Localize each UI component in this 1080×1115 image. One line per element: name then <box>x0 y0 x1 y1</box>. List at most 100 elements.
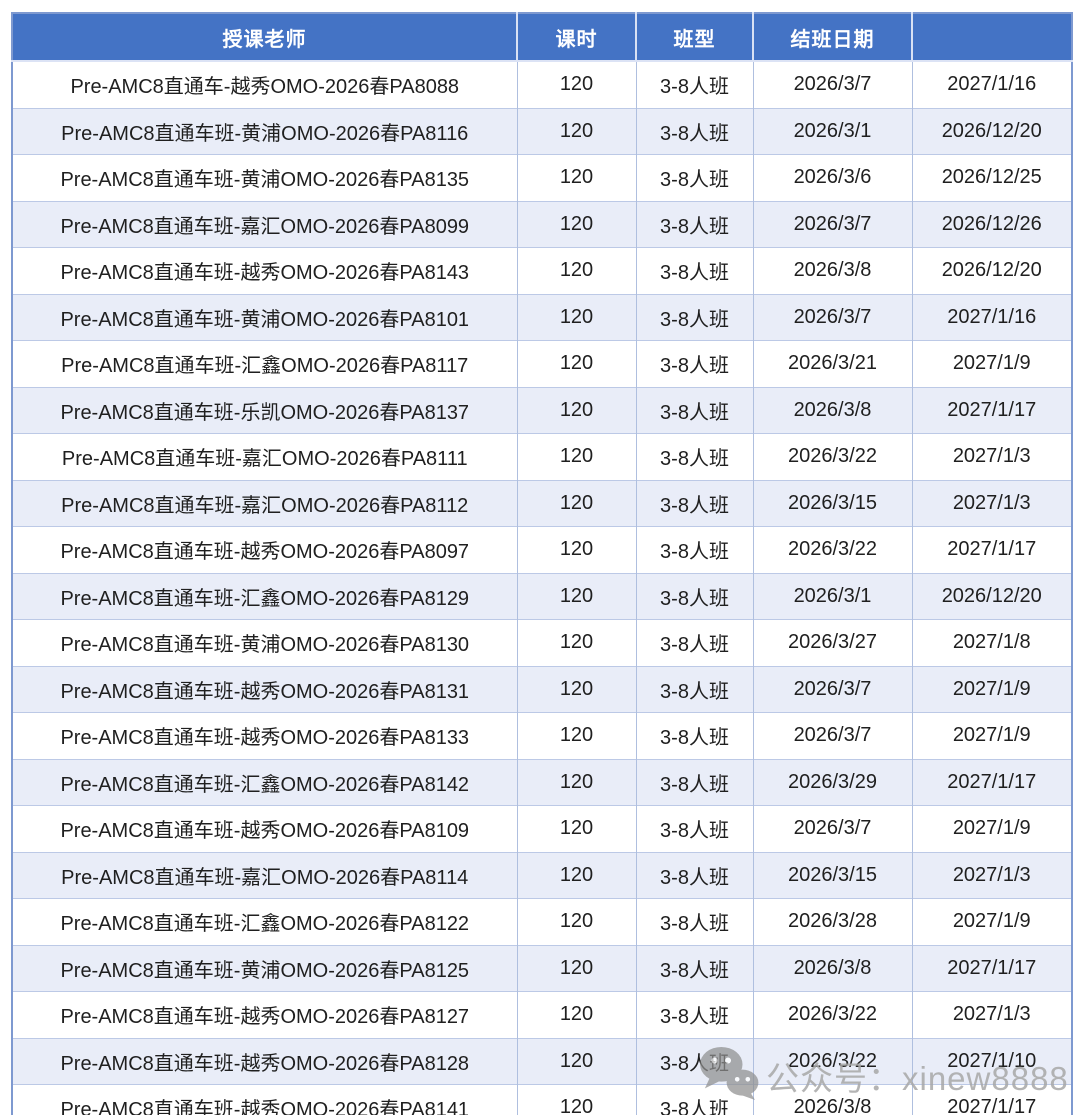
cell-date-1: 2026/3/7 <box>752 712 912 759</box>
table-row: Pre-AMC8直通车班-越秀OMO-2026春PA8131 120 3-8人班… <box>12 665 1072 713</box>
cell-hours: 120 <box>516 479 636 527</box>
cell-class-type: 3-8人班 <box>635 991 753 1038</box>
cell-class-name: Pre-AMC8直通车班-汇鑫OMO-2026春PA8129 <box>12 572 517 620</box>
cell-date-2: 2027/1/16 <box>911 293 1072 341</box>
cell-class-type: 3-8人班 <box>635 293 753 341</box>
cell-class-type: 3-8人班 <box>635 572 753 620</box>
table-row: Pre-AMC8直通车班-黄浦OMO-2026春PA8116 120 3-8人班… <box>12 107 1072 155</box>
cell-date-1: 2026/3/1 <box>752 572 912 620</box>
cell-hours: 120 <box>516 1084 636 1115</box>
cell-class-name: Pre-AMC8直通车班-嘉汇OMO-2026春PA8099 <box>12 200 517 248</box>
cell-class-type: 3-8人班 <box>635 805 753 852</box>
cell-date-2: 2027/1/9 <box>911 340 1072 387</box>
cell-class-name: Pre-AMC8直通车班-越秀OMO-2026春PA8143 <box>12 247 517 294</box>
cell-class-type: 3-8人班 <box>635 1037 753 1085</box>
cell-class-type: 3-8人班 <box>635 712 753 759</box>
cell-hours: 120 <box>516 898 636 945</box>
cell-hours: 120 <box>516 805 636 852</box>
cell-class-type: 3-8人班 <box>635 1084 753 1115</box>
cell-date-1: 2026/3/22 <box>752 526 912 573</box>
cell-class-type: 3-8人班 <box>635 247 753 294</box>
cell-date-2: 2027/1/3 <box>911 479 1072 527</box>
cell-date-1: 2026/3/29 <box>752 758 912 806</box>
cell-hours: 120 <box>516 572 636 620</box>
cell-date-2: 2027/1/17 <box>911 1084 1072 1115</box>
cell-hours: 120 <box>516 619 636 666</box>
table-row: Pre-AMC8直通车班-黄浦OMO-2026春PA8101 120 3-8人班… <box>12 293 1072 341</box>
cell-class-name: Pre-AMC8直通车班-汇鑫OMO-2026春PA8142 <box>12 758 517 806</box>
table-row: Pre-AMC8直通车班-黄浦OMO-2026春PA8130 120 3-8人班… <box>12 619 1072 666</box>
cell-hours: 120 <box>516 154 636 201</box>
table-row: Pre-AMC8直通车班-汇鑫OMO-2026春PA8122 120 3-8人班… <box>12 898 1072 945</box>
cell-hours: 120 <box>516 851 636 899</box>
cell-class-type: 3-8人班 <box>635 433 753 480</box>
cell-class-type: 3-8人班 <box>635 340 753 387</box>
cell-hours: 120 <box>516 665 636 713</box>
table-row: Pre-AMC8直通车班-黄浦OMO-2026春PA8125 120 3-8人班… <box>12 944 1072 992</box>
cell-class-type: 3-8人班 <box>635 107 753 155</box>
cell-class-name: Pre-AMC8直通车班-乐凯OMO-2026春PA8137 <box>12 386 517 434</box>
table-row: Pre-AMC8直通车班-越秀OMO-2026春PA8143 120 3-8人班… <box>12 247 1072 294</box>
cell-date-1: 2026/3/22 <box>752 991 912 1038</box>
cell-class-name: Pre-AMC8直通车班-黄浦OMO-2026春PA8135 <box>12 154 517 201</box>
cell-hours: 120 <box>516 1037 636 1085</box>
cell-class-name: Pre-AMC8直通车班-越秀OMO-2026春PA8128 <box>12 1037 517 1085</box>
cell-date-2: 2027/1/17 <box>911 526 1072 573</box>
cell-date-2: 2027/1/9 <box>911 805 1072 852</box>
cell-class-name: Pre-AMC8直通车班-越秀OMO-2026春PA8133 <box>12 712 517 759</box>
table-row: Pre-AMC8直通车班-越秀OMO-2026春PA8141 120 3-8人班… <box>12 1084 1072 1115</box>
cell-date-2: 2027/1/9 <box>911 712 1072 759</box>
cell-class-name: Pre-AMC8直通车班-黄浦OMO-2026春PA8130 <box>12 619 517 666</box>
cell-class-name: Pre-AMC8直通车班-越秀OMO-2026春PA8131 <box>12 665 517 713</box>
cell-hours: 120 <box>516 944 636 992</box>
table-body: Pre-AMC8直通车-越秀OMO-2026春PA8088 120 3-8人班 … <box>12 61 1072 1115</box>
cell-class-name: Pre-AMC8直通车班-黄浦OMO-2026春PA8125 <box>12 944 517 992</box>
cell-date-1: 2026/3/8 <box>752 944 912 992</box>
cell-date-2: 2026/12/20 <box>911 107 1072 155</box>
cell-class-name: Pre-AMC8直通车班-黄浦OMO-2026春PA8101 <box>12 293 517 341</box>
cell-hours: 120 <box>516 991 636 1038</box>
cell-date-2: 2026/12/26 <box>911 200 1072 248</box>
cell-date-1: 2026/3/7 <box>752 61 912 108</box>
cell-date-1: 2026/3/8 <box>752 386 912 434</box>
column-header-blank <box>911 13 1072 62</box>
cell-date-2: 2026/12/20 <box>911 247 1072 294</box>
header-row: 授课老师 课时 班型 结班日期 <box>12 13 1072 62</box>
table-row: Pre-AMC8直通车班-汇鑫OMO-2026春PA8117 120 3-8人班… <box>12 340 1072 387</box>
cell-date-1: 2026/3/22 <box>752 433 912 480</box>
cell-date-2: 2027/1/3 <box>911 991 1072 1038</box>
cell-class-type: 3-8人班 <box>635 898 753 945</box>
cell-date-1: 2026/3/8 <box>752 247 912 294</box>
cell-class-type: 3-8人班 <box>635 154 753 201</box>
table-row: Pre-AMC8直通车班-嘉汇OMO-2026春PA8112 120 3-8人班… <box>12 479 1072 527</box>
table-row: Pre-AMC8直通车班-越秀OMO-2026春PA8127 120 3-8人班… <box>12 991 1072 1038</box>
cell-hours: 120 <box>516 200 636 248</box>
cell-date-1: 2026/3/1 <box>752 107 912 155</box>
cell-hours: 120 <box>516 247 636 294</box>
cell-date-2: 2027/1/10 <box>911 1037 1072 1085</box>
cell-class-name: Pre-AMC8直通车班-嘉汇OMO-2026春PA8112 <box>12 479 517 527</box>
cell-date-2: 2027/1/3 <box>911 851 1072 899</box>
cell-class-type: 3-8人班 <box>635 386 753 434</box>
cell-class-type: 3-8人班 <box>635 758 753 806</box>
cell-class-name: Pre-AMC8直通车班-越秀OMO-2026春PA8109 <box>12 805 517 852</box>
cell-class-name: Pre-AMC8直通车-越秀OMO-2026春PA8088 <box>12 61 517 108</box>
cell-date-2: 2027/1/17 <box>911 386 1072 434</box>
table-row: Pre-AMC8直通车班-嘉汇OMO-2026春PA8111 120 3-8人班… <box>12 433 1072 480</box>
cell-hours: 120 <box>516 433 636 480</box>
table-row: Pre-AMC8直通车-越秀OMO-2026春PA8088 120 3-8人班 … <box>12 61 1072 108</box>
cell-date-1: 2026/3/6 <box>752 154 912 201</box>
table-row: Pre-AMC8直通车班-汇鑫OMO-2026春PA8129 120 3-8人班… <box>12 572 1072 620</box>
cell-class-type: 3-8人班 <box>635 851 753 899</box>
cell-date-1: 2026/3/28 <box>752 898 912 945</box>
column-header-classtype: 班型 <box>635 13 753 62</box>
cell-hours: 120 <box>516 758 636 806</box>
cell-class-name: Pre-AMC8直通车班-嘉汇OMO-2026春PA8111 <box>12 433 517 480</box>
cell-class-type: 3-8人班 <box>635 526 753 573</box>
cell-date-2: 2027/1/8 <box>911 619 1072 666</box>
table-row: Pre-AMC8直通车班-越秀OMO-2026春PA8128 120 3-8人班… <box>12 1037 1072 1085</box>
cell-class-type: 3-8人班 <box>635 944 753 992</box>
cell-class-type: 3-8人班 <box>635 200 753 248</box>
cell-class-type: 3-8人班 <box>635 665 753 713</box>
